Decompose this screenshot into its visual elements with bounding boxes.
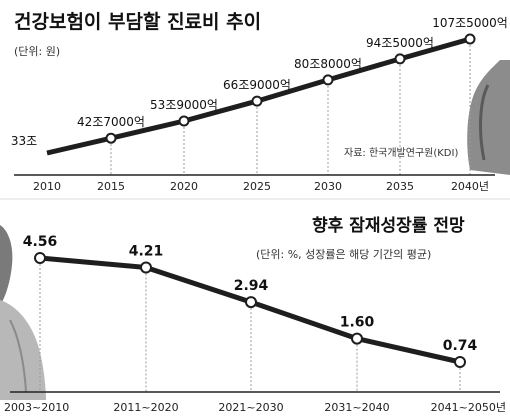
chart1-guides: [110, 45, 471, 175]
chart2: 향후 잠재성장률 전망 (단위: %, 성장률은 해당 기간의 평균) 4.56…: [4, 215, 506, 414]
chart1-x-tick: 2020: [170, 180, 198, 193]
chart2-data-label: 1.60: [340, 315, 375, 331]
chart1-data-label: 33조: [11, 134, 37, 148]
chart2-data-labels: 4.56 4.21 2.94 1.60 0.74: [23, 234, 478, 354]
chart2-point: [245, 296, 257, 309]
chart2-title: 향후 잠재성장률 전망: [312, 215, 465, 236]
background-figure-right: [467, 60, 510, 175]
chart2-point: [34, 252, 46, 264]
chart1-x-tick: 2010: [33, 180, 61, 193]
chart1: 건강보험이 부담할 진료비 추이 (단위: 원) 자료: 한국개발연구원(KDI…: [11, 10, 508, 193]
chart2-data-label: 2.94: [234, 278, 269, 294]
chart1-point: [178, 115, 190, 127]
chart1-point: [394, 53, 406, 65]
chart1-point: [464, 33, 476, 45]
chart2-point: [454, 356, 466, 368]
chart2-data-label: 4.21: [129, 244, 164, 260]
chart2-guides: [39, 264, 461, 392]
chart2-point: [351, 332, 363, 345]
chart1-source: 자료: 한국개발연구원(KDI): [344, 147, 458, 159]
chart1-point: [105, 132, 117, 144]
chart1-data-label: 80조8000억: [294, 57, 362, 71]
chart2-point: [140, 261, 152, 274]
chart1-data-label: 107조5000억: [432, 16, 508, 30]
chart2-x-tick: 2003~2010: [4, 401, 69, 414]
chart1-x-tick: 2015: [97, 180, 125, 193]
chart2-x-ticks: 2003~2010 2011~2020 2021~2030 2031~2040 2041…: [4, 401, 506, 414]
chart1-x-tick: 2040년: [451, 180, 489, 193]
chart2-series-line: [39, 255, 461, 365]
chart2-x-tick: 2041~2050년: [431, 401, 506, 414]
chart2-x-tick: 2031~2040: [324, 401, 389, 414]
chart1-data-label: 66조9000억: [223, 78, 291, 92]
chart2-data-label: 0.74: [443, 338, 478, 354]
chart2-points: [34, 252, 466, 368]
chart1-x-ticks: 2010 2015 2020 2025 2030 2035 2040년: [33, 180, 489, 193]
chart1-data-label: 94조5000억: [366, 36, 434, 50]
chart1-points: [105, 33, 476, 144]
chart1-x-tick: 2025: [243, 180, 271, 193]
chart2-x-tick: 2021~2030: [218, 401, 283, 414]
chart2-unit-note: (단위: %, 성장률은 해당 기간의 평균): [256, 247, 431, 261]
chart1-data-label: 53조9000억: [150, 98, 218, 112]
chart1-title: 건강보험이 부담할 진료비 추이: [14, 10, 261, 33]
chart1-unit-note: (단위: 원): [14, 45, 60, 58]
chart1-point: [322, 74, 334, 86]
chart1-x-tick: 2030: [314, 180, 342, 193]
chart1-point: [251, 95, 263, 107]
chart1-data-label: 42조7000억: [77, 115, 145, 129]
chart2-data-label: 4.56: [23, 234, 58, 250]
chart1-x-tick: 2035: [386, 180, 414, 193]
background-figure-left: [0, 225, 46, 400]
chart2-x-tick: 2011~2020: [113, 401, 178, 414]
